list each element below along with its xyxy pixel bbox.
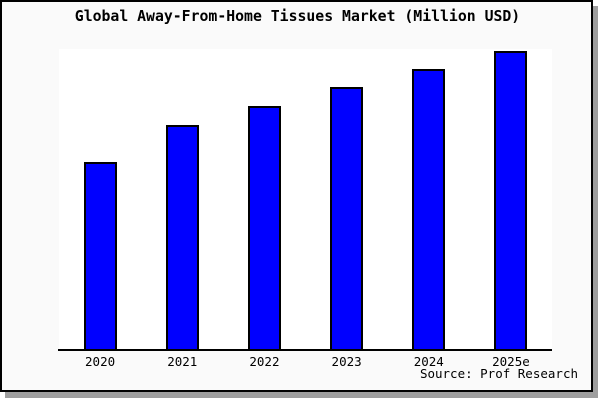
x-tick-label-2022: 2022	[249, 354, 280, 369]
bar-2025e	[494, 51, 528, 350]
bar-2024	[412, 68, 446, 350]
x-tick-label-2024: 2024	[413, 354, 444, 369]
bar-2020	[83, 161, 117, 350]
plot-area	[59, 49, 552, 350]
x-tick-label-2020: 2020	[85, 354, 116, 369]
x-tick-label-2023: 2023	[331, 354, 362, 369]
bar-2021	[165, 124, 199, 350]
bar-2023	[330, 86, 364, 350]
x-tick-label-2021: 2021	[167, 354, 198, 369]
x-tick-label-2025e: 2025e	[492, 354, 530, 369]
x-axis-labels: 2020 2021 2022 2023 2024 2025e	[59, 354, 552, 369]
chart-title: Global Away-From-Home Tissues Market (Mi…	[74, 8, 521, 25]
bar-2022	[247, 105, 281, 350]
source-label: Source: Prof Research	[419, 366, 578, 381]
x-axis-line	[58, 349, 552, 351]
